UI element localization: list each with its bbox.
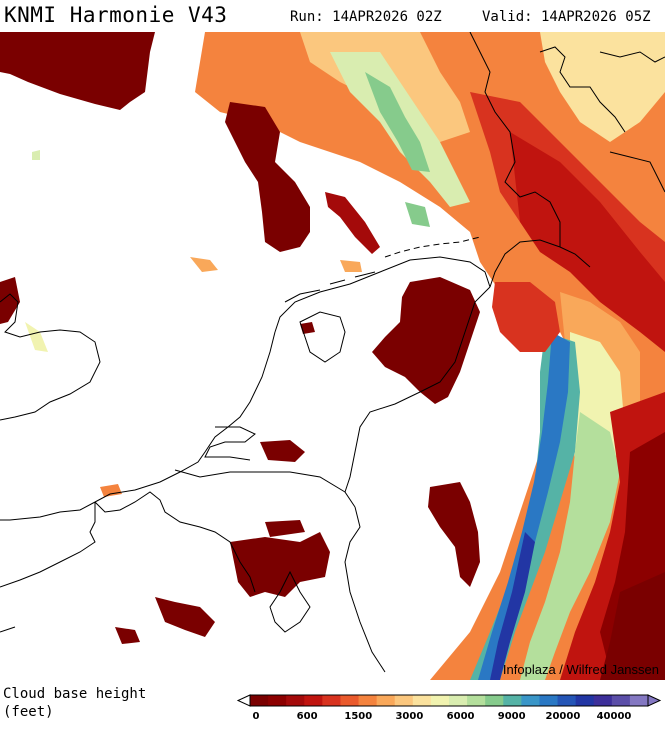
cloud-field-netherlands xyxy=(372,277,480,404)
variable-label-line1: Cloud base height xyxy=(3,686,147,702)
colorbar-swatch xyxy=(358,695,378,706)
colorbar-swatch xyxy=(557,695,577,706)
colorbar-arrow-left xyxy=(236,694,251,707)
colorbar-swatch xyxy=(503,695,522,706)
colorbar-tick-label: 20000 xyxy=(546,711,581,722)
colorbar-arrow-right xyxy=(647,694,662,707)
run-time: Run: 14APR2026 02Z xyxy=(290,9,442,25)
colorbar-swatch xyxy=(268,695,287,706)
colorbar-tick-label: 9000 xyxy=(498,711,526,722)
colorbar-swatch xyxy=(394,695,414,706)
colorbar-tick-label: 40000 xyxy=(597,711,632,722)
variable-label-line2: (feet) xyxy=(3,704,54,720)
colorbar-swatch xyxy=(322,695,341,706)
colorbar-tick-label: 3000 xyxy=(395,711,423,722)
colorbar-swatch xyxy=(449,695,468,706)
cloud-band-northsea xyxy=(225,102,310,252)
cloud-field-northwest xyxy=(0,32,155,110)
model-title: KNMI Harmonie V43 xyxy=(4,3,228,27)
colorbar-swatch xyxy=(539,695,559,706)
valid-time: Valid: 14APR2026 05Z xyxy=(482,9,651,25)
cloud-spots-northsea xyxy=(25,150,430,497)
colorbar-tick-label: 1500 xyxy=(344,711,372,722)
colorbar-swatch xyxy=(250,695,269,706)
colorbar-swatch xyxy=(376,695,396,706)
map-credit: Infoplaza / Wilfred Janssen xyxy=(503,662,659,677)
colorbar-swatches xyxy=(236,694,662,707)
colorbar-swatch xyxy=(430,695,450,706)
colorbar-swatch xyxy=(521,695,540,706)
colorbar-labels: 0 600 1500 3000 6000 9000 20000 40000 xyxy=(253,711,632,722)
colorbar-swatch xyxy=(611,695,631,706)
map-canvas: Infoplaza / Wilfred Janssen xyxy=(0,32,665,680)
variable-label: Cloud base height (feet) xyxy=(3,685,146,721)
colorbar-swatch xyxy=(629,695,649,706)
header-bar: KNMI Harmonie V43 Run: 14APR2026 02Z Val… xyxy=(0,0,665,32)
coastlines xyxy=(0,32,665,673)
colorbar-swatch xyxy=(593,695,613,706)
colorbar-tick-label: 6000 xyxy=(447,711,475,722)
colorbar-swatch xyxy=(286,695,305,706)
cloud-field-east xyxy=(195,32,665,680)
colorbar-tick-label: 600 xyxy=(297,711,318,722)
colorbar-swatch xyxy=(304,695,323,706)
colorbar-legend: 0 600 1500 3000 6000 9000 20000 40000 xyxy=(236,694,662,722)
weather-map: Infoplaza / Wilfred Janssen xyxy=(0,32,665,680)
cloud-band-northsea-2 xyxy=(325,192,380,254)
colorbar-swatch xyxy=(412,695,432,706)
cloud-patches-south xyxy=(0,277,480,644)
colorbar-swatch xyxy=(467,695,486,706)
colorbar-swatch xyxy=(340,695,360,706)
colorbar-swatch xyxy=(575,695,595,706)
footer: Cloud base height (feet) 0 600 1500 3000 600… xyxy=(0,680,665,735)
colorbar-swatch xyxy=(485,695,504,706)
colorbar-tick-label: 0 xyxy=(253,711,260,722)
